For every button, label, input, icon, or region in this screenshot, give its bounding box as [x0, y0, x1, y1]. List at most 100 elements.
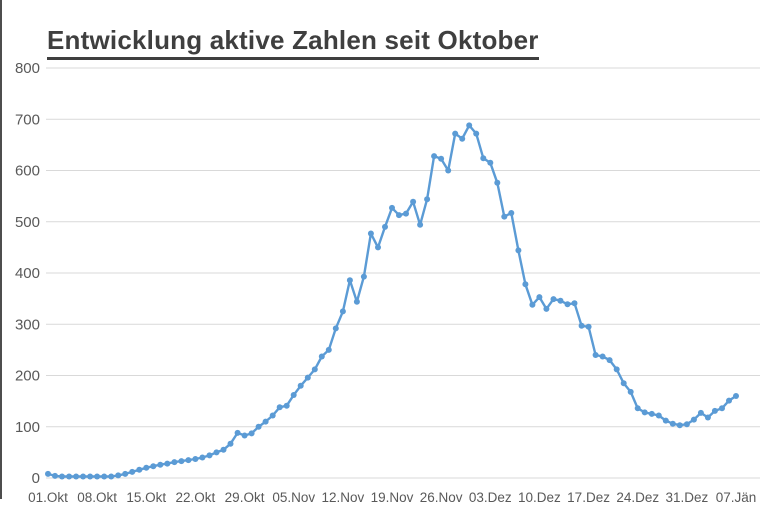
data-point-marker	[697, 409, 704, 416]
x-tick-label-05.Nov: 05.Nov	[272, 490, 315, 505]
data-point-marker	[529, 301, 536, 308]
x-tick-label-19.Nov: 19.Nov	[371, 490, 414, 505]
data-point-marker	[585, 323, 592, 330]
data-point-marker	[690, 416, 697, 423]
data-point-marker	[599, 353, 606, 360]
data-point-marker	[480, 155, 487, 162]
left-border-line	[0, 0, 2, 499]
data-point-marker	[59, 473, 65, 480]
data-point-marker	[52, 472, 58, 479]
data-point-marker	[171, 459, 178, 466]
data-point-marker	[445, 167, 452, 174]
data-point-marker	[733, 393, 739, 399]
data-point-marker	[185, 457, 192, 464]
data-point-marker	[641, 409, 648, 416]
data-point-marker	[234, 429, 241, 436]
data-point-marker	[424, 196, 431, 203]
data-point-marker	[325, 346, 332, 353]
data-point-marker	[726, 397, 732, 404]
data-point-marker	[396, 212, 402, 219]
data-point-marker	[248, 430, 255, 437]
data-point-marker	[283, 402, 290, 409]
data-point-marker	[227, 440, 234, 447]
x-tick-label-07.Jän: 07.Jän	[716, 490, 757, 505]
data-point-marker	[550, 296, 557, 303]
data-point-marker	[417, 221, 424, 228]
data-point-marker	[410, 198, 417, 205]
data-point-marker	[683, 421, 690, 428]
data-point-marker	[466, 122, 473, 129]
data-point-marker	[318, 353, 325, 360]
data-point-marker	[276, 404, 283, 411]
chart-title: Entwicklung aktive Zahlen seit Oktober	[47, 25, 539, 61]
data-point-marker	[311, 366, 318, 373]
data-point-marker	[367, 230, 374, 237]
data-point-marker	[669, 420, 676, 427]
data-point-marker	[536, 294, 543, 301]
data-point-marker	[662, 417, 669, 424]
x-tick-label-29.Okt: 29.Okt	[225, 490, 265, 505]
y-tick-label-200: 200	[15, 368, 40, 385]
data-point-marker	[192, 456, 199, 462]
data-point-marker	[73, 473, 80, 480]
data-point-marker	[452, 130, 459, 137]
data-point-marker	[438, 155, 445, 162]
data-point-marker	[339, 308, 346, 315]
data-point-marker	[262, 418, 269, 425]
data-point-marker	[459, 135, 466, 142]
data-point-marker	[136, 466, 143, 473]
data-point-marker	[711, 407, 718, 414]
data-point-marker	[627, 388, 634, 395]
data-point-marker	[613, 366, 620, 373]
data-point-marker	[255, 423, 262, 430]
data-point-marker	[178, 458, 185, 465]
data-point-marker	[655, 412, 662, 419]
data-point-marker	[241, 432, 248, 439]
series-line	[46, 124, 738, 478]
y-tick-label-0: 0	[32, 470, 40, 487]
data-point-marker	[206, 452, 213, 459]
data-point-marker	[494, 179, 501, 186]
y-tick-label-700: 700	[15, 111, 40, 128]
data-point-marker	[620, 380, 627, 387]
data-point-marker	[648, 410, 655, 417]
data-point-marker	[87, 473, 94, 480]
data-point-marker	[571, 300, 578, 307]
x-tick-label-22.Okt: 22.Okt	[176, 490, 216, 505]
x-tick-label-12.Nov: 12.Nov	[321, 490, 364, 505]
data-point-marker	[80, 473, 87, 480]
data-point-marker	[45, 470, 51, 477]
data-point-marker	[557, 297, 564, 304]
data-point-marker	[719, 405, 725, 412]
chart-title-text: Entwicklung aktive Zahlen seit Oktober	[47, 25, 539, 61]
x-tick-label-26.Nov: 26.Nov	[420, 490, 463, 505]
data-point-marker	[431, 153, 438, 160]
x-tick-label-15.Okt: 15.Okt	[126, 490, 166, 505]
x-tick-label-24.Dez: 24.Dez	[616, 490, 659, 505]
data-point-marker	[332, 325, 339, 332]
data-point-marker	[704, 414, 711, 421]
data-point-marker	[269, 412, 276, 419]
y-tick-label-300: 300	[15, 316, 40, 333]
data-point-marker	[108, 473, 115, 480]
x-tick-label-01.Okt: 01.Okt	[28, 490, 68, 505]
y-tick-label-800: 800	[15, 60, 40, 77]
data-point-marker	[473, 130, 480, 137]
data-point-marker	[304, 374, 311, 381]
data-point-marker	[487, 159, 494, 166]
data-point-marker	[122, 470, 129, 477]
data-point-marker	[606, 357, 613, 364]
x-tick-label-08.Okt: 08.Okt	[77, 490, 117, 505]
data-point-marker	[522, 281, 529, 288]
data-point-marker	[508, 210, 515, 216]
data-point-marker	[164, 460, 171, 467]
x-tick-label-10.Dez: 10.Dez	[518, 490, 561, 505]
data-point-marker	[346, 277, 353, 284]
y-tick-label-600: 600	[15, 163, 40, 180]
x-tick-label-17.Dez: 17.Dez	[567, 490, 610, 505]
data-point-marker	[213, 449, 220, 456]
data-point-marker	[375, 244, 381, 251]
data-point-marker	[129, 468, 136, 475]
data-point-marker	[143, 464, 150, 471]
